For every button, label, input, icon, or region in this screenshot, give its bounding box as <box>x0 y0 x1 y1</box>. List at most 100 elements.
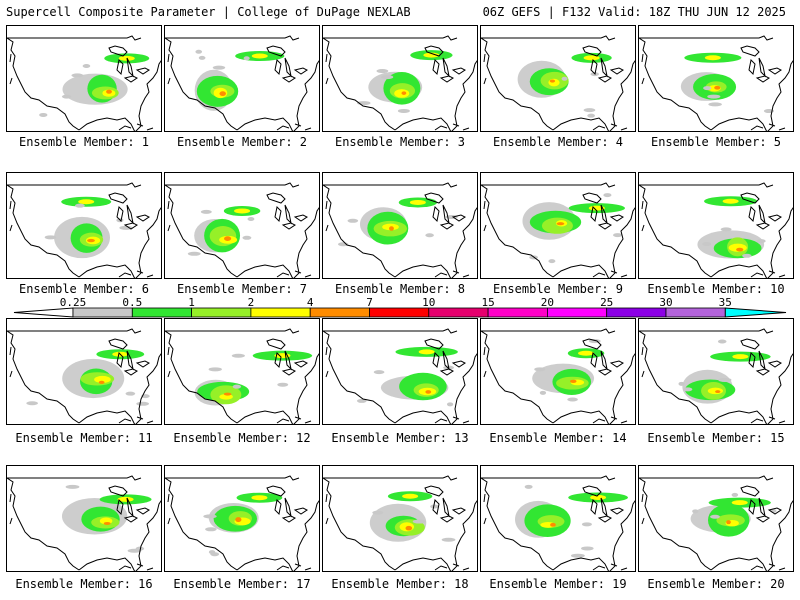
colorbar-segment <box>606 307 667 318</box>
scp-contour-fill <box>119 225 133 230</box>
ensemble-member-label: Ensemble Member: 18 <box>331 577 469 591</box>
scp-contour-fill <box>441 537 456 542</box>
caribbean-outline <box>750 416 786 424</box>
scp-contour-fill <box>583 108 596 113</box>
ensemble-map-panel <box>638 172 794 279</box>
scp-contour-fill <box>418 349 435 355</box>
scp-field <box>532 339 605 402</box>
scp-contour-fill <box>590 494 607 500</box>
west-coast-outline <box>325 346 329 378</box>
west-coast-outline <box>641 200 645 232</box>
map-svg <box>481 328 635 424</box>
ensemble-map-panel <box>322 172 478 279</box>
map-svg <box>7 182 161 278</box>
great-lakes-outline <box>424 338 466 376</box>
scp-contour-fill <box>425 390 432 394</box>
scp-contour-fill <box>208 367 222 372</box>
canada-border-outline <box>7 328 142 334</box>
scp-contour-fill <box>106 89 112 94</box>
scp-contour-fill <box>75 203 85 208</box>
scp-field <box>369 491 456 542</box>
ensemble-member-label: Ensemble Member: 17 <box>173 577 311 591</box>
colorbar-tick-label: 0.5 <box>122 297 142 309</box>
scp-contour-fill <box>578 350 595 356</box>
coastline-outline <box>481 330 635 424</box>
ensemble-map-panel <box>480 465 636 572</box>
scp-contour-fill <box>198 55 206 60</box>
scp-contour-fill <box>231 353 245 358</box>
scp-contour-fill <box>731 492 739 497</box>
great-lakes-outline <box>740 45 782 83</box>
canada-border-outline <box>323 35 458 41</box>
map-svg <box>7 475 161 571</box>
colorbar-segment <box>131 307 193 318</box>
canada-border-outline <box>639 328 774 334</box>
scp-contour-fill <box>446 402 454 407</box>
scp-contour-fill <box>78 199 95 205</box>
west-coast-outline <box>641 493 645 525</box>
canada-border-outline <box>639 182 774 188</box>
scp-contour-fill <box>534 367 546 372</box>
scp-contour-fill <box>587 113 595 118</box>
scp-field <box>680 52 775 114</box>
map-svg <box>165 328 319 424</box>
ensemble-map-panel <box>164 172 320 279</box>
great-lakes-outline <box>108 192 150 230</box>
scp-contour-fill <box>376 69 389 74</box>
scp-contour-fill <box>219 91 226 97</box>
colorbar-tick-label: 4 <box>307 297 314 309</box>
scp-contour-fill <box>203 514 217 519</box>
colorbar-segment <box>665 307 726 318</box>
scp-contour-fill <box>235 517 242 523</box>
scp-contour-fill <box>583 55 600 61</box>
great-lakes-outline <box>582 338 624 376</box>
caribbean-outline <box>750 563 786 571</box>
map-svg <box>7 328 161 424</box>
canada-border-outline <box>323 328 458 334</box>
colorbar-tick-label: 7 <box>366 297 373 309</box>
scp-contour-fill <box>683 387 693 392</box>
great-lakes-outline <box>266 45 308 83</box>
caribbean-outline <box>118 123 154 131</box>
ensemble-map-panel <box>480 318 636 425</box>
coastline-outline <box>481 37 635 131</box>
great-lakes-outline <box>108 45 150 83</box>
west-coast-outline <box>9 53 13 85</box>
scp-contour-fill <box>44 235 57 240</box>
scp-contour-fill <box>726 520 731 525</box>
coastline-outline <box>165 477 319 571</box>
caribbean-outline <box>434 270 470 278</box>
canada-border-outline <box>323 182 458 188</box>
map-svg <box>323 35 477 131</box>
caribbean-outline <box>118 416 154 424</box>
canada-border-outline <box>481 35 616 41</box>
colorbar-tick-label: 25 <box>600 297 613 309</box>
west-coast-outline <box>9 493 13 525</box>
ensemble-member-label: Ensemble Member: 3 <box>334 135 466 149</box>
scp-contour-fill <box>603 193 612 198</box>
colorbar-segment <box>72 307 133 318</box>
scp-contour-fill <box>205 527 217 532</box>
scp-contour-fill <box>389 226 394 231</box>
scp-contour-fill <box>720 227 732 232</box>
scp-contour-fill <box>715 390 721 394</box>
scp-contour-fill <box>242 235 252 240</box>
scp-field <box>61 484 152 553</box>
scp-contour-fill <box>717 339 727 344</box>
scp-contour-fill <box>39 112 48 117</box>
map-svg <box>165 35 319 131</box>
color-scale-legend: 0.25 0.5 1 2 4 7 10 15 20 25 30 35 <box>13 297 787 318</box>
scp-contour-fill <box>125 391 136 396</box>
west-coast-outline <box>641 53 645 85</box>
ensemble-member-label: Ensemble Member: 4 <box>492 135 624 149</box>
scp-contour-fill <box>251 495 268 501</box>
scp-contour-fill <box>732 354 749 360</box>
scp-contour-fill <box>61 94 72 99</box>
ensemble-map-panel <box>6 465 162 572</box>
scp-contour-fill <box>678 381 685 386</box>
caribbean-outline <box>276 123 312 131</box>
scp-contour-fill <box>548 259 556 264</box>
scp-contour-fill <box>223 392 232 396</box>
west-coast-outline <box>325 493 329 525</box>
caribbean-outline <box>276 416 312 424</box>
